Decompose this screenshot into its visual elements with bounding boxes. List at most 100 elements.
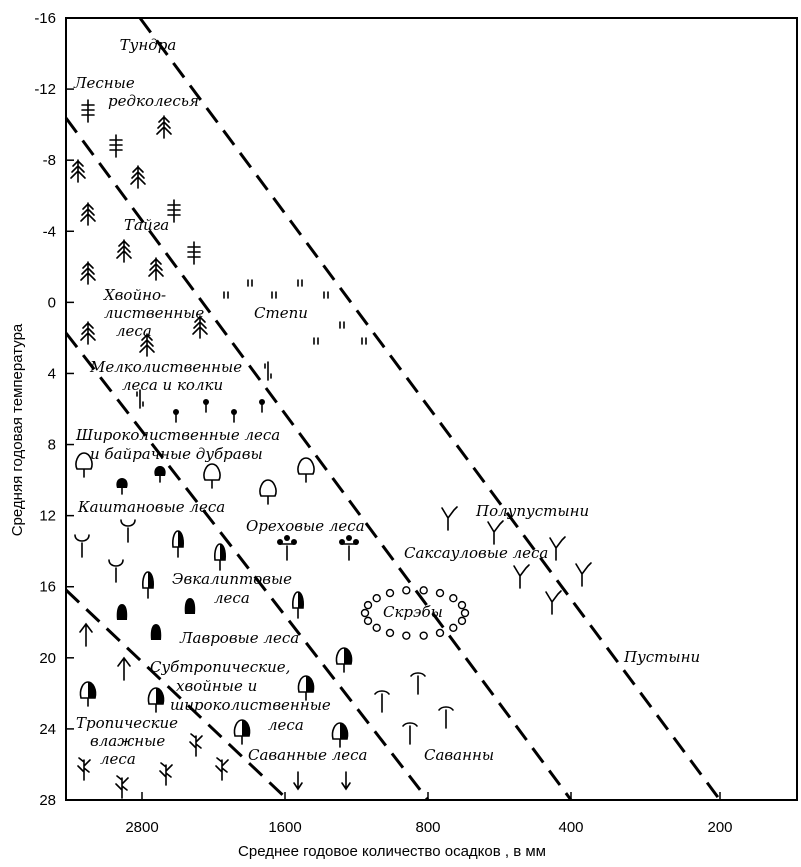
scrub-ring-dot bbox=[363, 600, 373, 610]
fir-icon bbox=[167, 199, 181, 223]
tropical-tree-icon bbox=[77, 757, 91, 781]
tropical-tree-icon bbox=[159, 762, 173, 786]
walnut-icon bbox=[339, 535, 359, 561]
savanna-tree-icon bbox=[438, 706, 454, 729]
zone-label-tundra: Тундра bbox=[120, 36, 177, 54]
y-tick-label: -12 bbox=[34, 81, 56, 98]
savanna-tree-icon bbox=[410, 672, 426, 695]
zone-boundary-line bbox=[64, 117, 573, 801]
zone-label-savanna-forest: Саванные леса bbox=[248, 746, 368, 764]
saxaul-icon bbox=[487, 520, 504, 545]
fir-icon bbox=[81, 99, 95, 123]
y-tick-label: 16 bbox=[39, 579, 56, 596]
y-tick-label: -8 bbox=[43, 152, 56, 169]
spruce-icon bbox=[156, 115, 172, 139]
y-axis-title: Средняя годовая температура bbox=[9, 323, 26, 536]
y-tick-label: 24 bbox=[39, 721, 56, 738]
zone-label-semi-desert: Полупустыни bbox=[475, 502, 589, 520]
grass-icon bbox=[223, 291, 229, 299]
zone-boundaries bbox=[64, 17, 722, 802]
zone-label-walnut: Ореховые леса bbox=[246, 517, 365, 535]
broadleaf-tree-icon bbox=[259, 479, 277, 505]
eucalyptus-icon bbox=[214, 543, 226, 571]
grass-icon bbox=[323, 291, 329, 299]
spruce-icon bbox=[80, 321, 96, 345]
zone-label-mixed: лиственные bbox=[104, 304, 204, 322]
spruce-icon bbox=[130, 165, 146, 189]
walnut-icon bbox=[277, 535, 297, 561]
x-axis: 2800 1600 800 400 200 bbox=[125, 792, 733, 836]
fir-icon bbox=[109, 134, 123, 158]
y-tick-label: 28 bbox=[39, 792, 56, 809]
saxaul-icon bbox=[575, 562, 592, 587]
zone-label-broad-leaved: и байрачные дубравы bbox=[90, 445, 263, 463]
x-tick-label: 200 bbox=[707, 819, 732, 836]
y-tick-label: 20 bbox=[39, 650, 56, 667]
half-tree-icon bbox=[79, 681, 97, 707]
x-tick-label: 400 bbox=[558, 819, 583, 836]
scrub-ring-dot bbox=[385, 588, 395, 598]
scrub-ring-dot bbox=[363, 616, 373, 626]
scrub-ring-dot bbox=[402, 586, 411, 595]
plot-frame bbox=[65, 17, 798, 801]
grass-icon bbox=[271, 291, 277, 299]
eucalyptus-icon bbox=[142, 571, 154, 599]
laurel-icon bbox=[150, 624, 162, 648]
spruce-icon bbox=[139, 333, 155, 357]
zone-label-desert: Пустыни bbox=[623, 648, 700, 666]
chestnut-icon bbox=[74, 534, 90, 558]
y-axis: -16 -12 -8 -4 0 4 8 12 16 20 24 28 bbox=[34, 10, 74, 809]
savanna-forest-arrow-icon bbox=[341, 771, 351, 791]
scrub-ring-icon bbox=[360, 586, 470, 640]
zone-label-subtropical: широколиственные bbox=[170, 696, 331, 714]
broadleaf-tree-icon bbox=[203, 463, 221, 489]
y-tick-label: 8 bbox=[48, 437, 56, 454]
y-tick-label: -16 bbox=[34, 10, 56, 27]
savanna-tree-icon bbox=[374, 690, 390, 713]
birch-icon bbox=[264, 361, 272, 381]
scrub-ring-dot bbox=[435, 588, 445, 598]
half-tree-icon bbox=[335, 647, 353, 673]
x-tick-label: 2800 bbox=[125, 819, 158, 836]
scrub-ring-dot bbox=[419, 586, 428, 595]
small-round-icon bbox=[203, 399, 209, 413]
zone-label-mixed: леса bbox=[116, 322, 152, 340]
zone-label-chestnut: Каштановые леса bbox=[77, 498, 225, 516]
scrub-ring-dot bbox=[372, 594, 381, 603]
chestnut-icon bbox=[120, 519, 136, 543]
zone-label-tropical: леса bbox=[100, 750, 136, 768]
eucalyptus-icon bbox=[172, 530, 184, 558]
zone-label-subtropical: леса bbox=[268, 716, 304, 734]
spruce-icon bbox=[116, 239, 132, 263]
y-tick-label: 0 bbox=[48, 294, 56, 311]
small-round-icon bbox=[173, 409, 179, 423]
zone-label-tropical: Тропические bbox=[76, 714, 178, 732]
half-tree-icon bbox=[233, 719, 251, 745]
scrub-ring-dot bbox=[360, 608, 370, 618]
eucalyptus-icon bbox=[292, 591, 304, 619]
half-tree-icon bbox=[331, 722, 349, 748]
saxaul-icon bbox=[549, 536, 566, 561]
zone-label-forest-tundra: Лесные bbox=[73, 74, 135, 92]
grass-icon bbox=[313, 337, 319, 345]
grass-icon bbox=[297, 279, 303, 287]
grass-icon bbox=[247, 279, 253, 287]
y-tick-label: 12 bbox=[39, 508, 56, 525]
scrub-ring-dot bbox=[457, 616, 467, 626]
saxaul-icon bbox=[513, 564, 530, 589]
zone-label-steppe: Степи bbox=[254, 304, 308, 322]
small-round-icon bbox=[259, 399, 265, 413]
scrub-ring-dot bbox=[372, 623, 381, 632]
spruce-icon bbox=[192, 315, 208, 339]
scrub-ring-dot bbox=[460, 608, 470, 618]
zone-label-eucalyptus: леса bbox=[214, 589, 250, 607]
saxaul-icon bbox=[545, 590, 562, 615]
cypress-icon bbox=[117, 656, 131, 681]
tropical-tree-icon bbox=[215, 757, 229, 781]
y-tick-label: 4 bbox=[48, 365, 56, 382]
saxaul-icon bbox=[441, 506, 458, 531]
x-tick-label: 1600 bbox=[268, 819, 301, 836]
broadleaf-dark-icon bbox=[154, 466, 166, 483]
